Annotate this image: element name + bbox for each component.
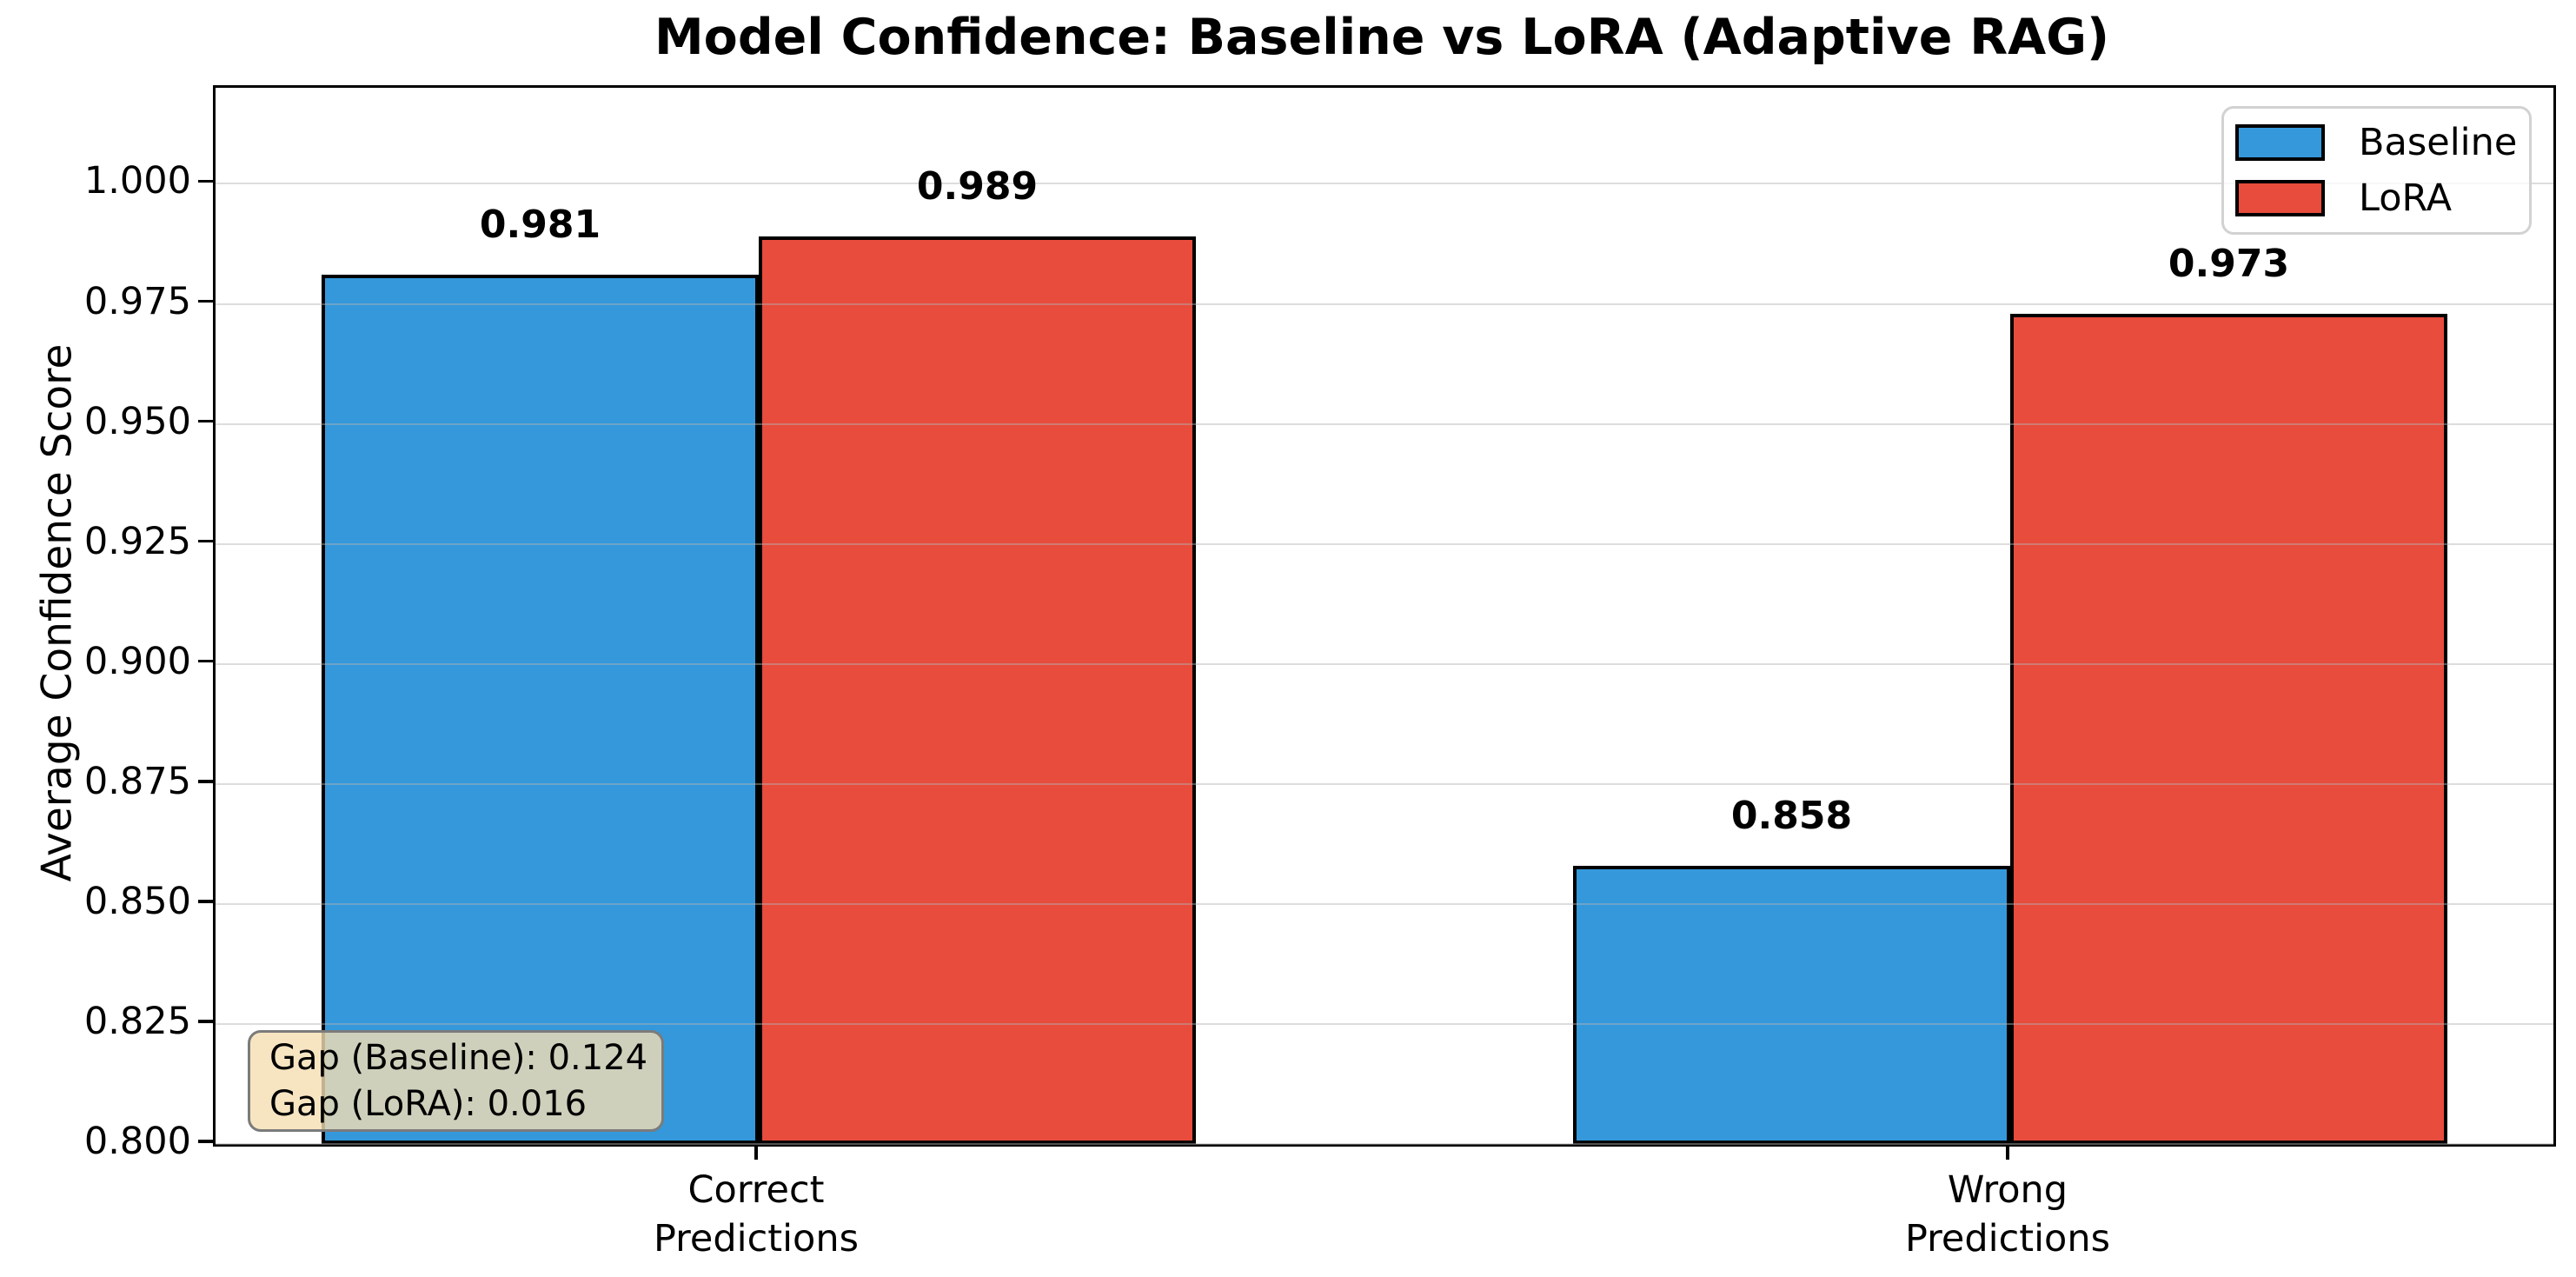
chart-title: Model Confidence: Baseline vs LoRA (Adap… (654, 9, 2110, 66)
bar-value-label-baseline-correct: 0.981 (479, 203, 601, 248)
y-tick-mark-0.925 (198, 539, 213, 543)
legend-patch-lora (2235, 180, 2325, 216)
y-tick-mark-0.900 (198, 659, 213, 663)
gap-annotation-box: Gap (Baseline): 0.124 Gap (LoRA): 0.016 (248, 1030, 664, 1132)
bar-baseline-wrong (1573, 865, 2010, 1144)
legend-label-lora: LoRA (2359, 176, 2453, 220)
y-tick-label-0.875: 0.875 (83, 759, 191, 803)
legend: Baseline LoRA (2221, 106, 2532, 235)
bar-baseline-correct (322, 275, 759, 1144)
bar-value-label-baseline-wrong: 0.858 (1730, 793, 1853, 838)
bar-lora-correct (759, 236, 1196, 1144)
legend-label-baseline: Baseline (2359, 121, 2518, 164)
x-tick-label-correct: Correct Predictions (653, 1168, 860, 1260)
x-tick-mark-wrong (2006, 1144, 2009, 1160)
y-tick-mark-0.825 (198, 1020, 213, 1023)
y-tick-label-0.825: 0.825 (83, 999, 191, 1043)
y-tick-mark-0.875 (198, 780, 213, 783)
gridline-1.000 (216, 183, 2553, 185)
bar-lora-wrong (2010, 313, 2447, 1144)
y-tick-label-0.975: 0.975 (83, 279, 191, 323)
gap-annotation-line-lora: Gap (LoRA): 0.016 (269, 1083, 588, 1124)
bar-value-label-lora-wrong: 0.973 (2168, 241, 2290, 286)
legend-entry-lora: LoRA (2235, 176, 2529, 220)
y-tick-mark-0.850 (198, 900, 213, 903)
y-tick-mark-0.800 (198, 1140, 213, 1143)
y-tick-mark-1.000 (198, 179, 213, 183)
y-tick-label-0.950: 0.950 (83, 399, 191, 443)
gap-annotation-line-baseline: Gap (Baseline): 0.124 (269, 1037, 648, 1078)
y-tick-label-0.850: 0.850 (83, 879, 191, 923)
legend-patch-baseline (2235, 124, 2325, 161)
x-tick-label-wrong: Wrong Predictions (1904, 1168, 2111, 1260)
y-tick-mark-0.975 (198, 299, 213, 303)
y-tick-label-0.800: 0.800 (83, 1120, 191, 1163)
x-tick-mark-correct (754, 1144, 758, 1160)
plot-area: 0.981 0.858 0.989 0.973 (213, 85, 2556, 1147)
y-tick-label-0.925: 0.925 (83, 519, 191, 563)
y-tick-mark-0.950 (198, 419, 213, 423)
bar-value-label-lora-correct: 0.989 (916, 164, 1039, 210)
y-tick-label-0.900: 0.900 (83, 639, 191, 683)
legend-entry-baseline: Baseline (2235, 121, 2529, 164)
y-tick-label-1.000: 1.000 (83, 159, 191, 203)
